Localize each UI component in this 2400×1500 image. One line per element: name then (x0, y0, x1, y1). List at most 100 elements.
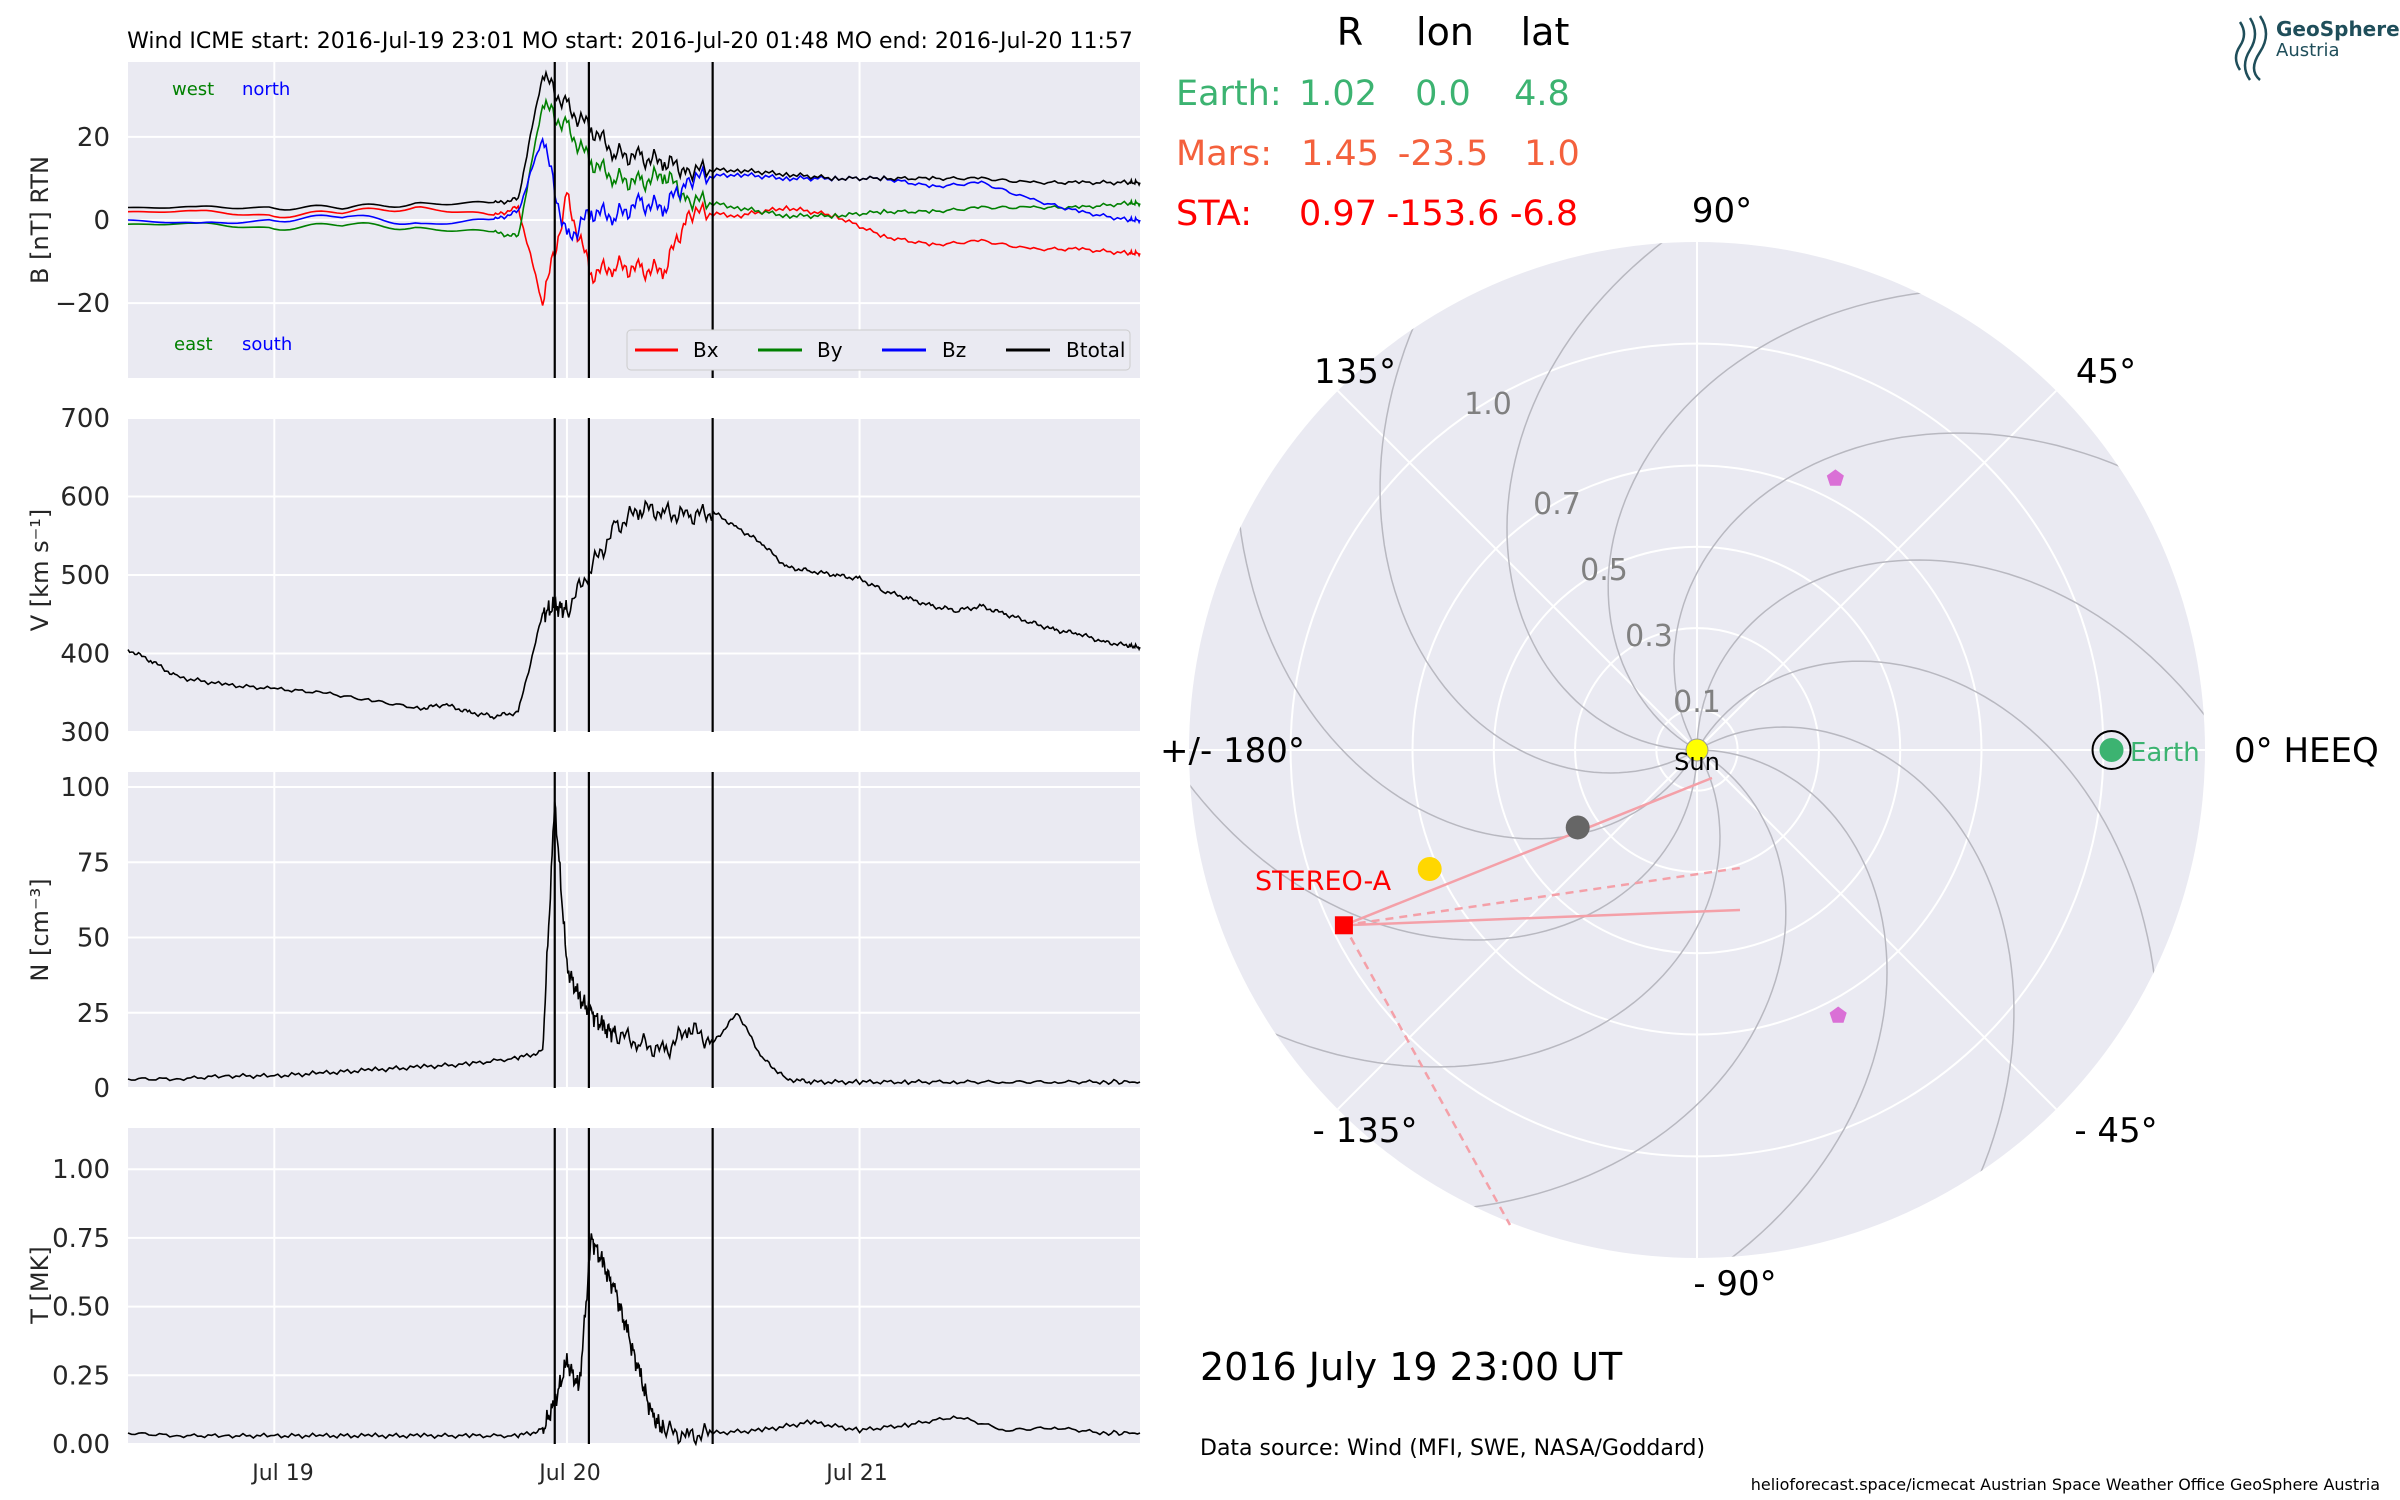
col-lat: lat (1521, 10, 1570, 54)
spacecraft-marker-6 (1829, 1006, 1847, 1023)
stereo-a-field-line (1343, 866, 1741, 927)
series-line-n (127, 801, 1141, 1086)
b-ylabel: B [nT] RTN (26, 156, 54, 284)
polar-spoke (1337, 390, 1698, 751)
earth-row-r: 1.02 (1299, 74, 1377, 114)
sta-row-r: 0.97 (1299, 194, 1377, 234)
geosphere-logo: GeoSphere Austria (2234, 15, 2400, 81)
r-label-0-5: 0.5 (1580, 553, 1628, 588)
col-r: R (1337, 10, 1363, 54)
stereo-a-label: STEREO-A (1255, 866, 1392, 897)
velocity-panel: 700 600 500 400 300 (60, 404, 1141, 748)
y-tick-label: 25 (77, 999, 110, 1029)
polar-spoke (1696, 749, 2057, 1110)
parker-spiral-line (1696, 726, 2015, 1232)
earth-row-label: Earth: (1176, 74, 1282, 114)
north-label: north (242, 79, 290, 100)
positions-table: R lon lat Earth: 1.02 0.0 4.8 Mars: 1.45… (1176, 10, 1580, 234)
credits: helioforecast.space/icmecat Austrian Spa… (1751, 1475, 2380, 1494)
y-tick-label: 75 (77, 848, 110, 878)
density-panel: 100 75 50 25 0 (60, 772, 1141, 1104)
angle-label-180: +/- 180° (1160, 731, 1305, 771)
r-label-0-1: 0.1 (1673, 685, 1721, 720)
data-source: Data source: Wind (MFI, SWE, NASA/Goddar… (1200, 1436, 1705, 1461)
parker-spiral-line (1379, 268, 1698, 774)
temperature-panel: 1.00 0.75 0.50 0.25 0.00 (52, 1128, 1141, 1460)
y-tick-label: 400 (60, 640, 110, 670)
legend-btotal: Btotal (1066, 338, 1125, 362)
y-tick-label: 100 (60, 773, 110, 803)
south-label: south (242, 334, 292, 355)
polar-spoke (1337, 749, 1698, 1110)
mars-row-lon: -23.5 (1398, 134, 1489, 174)
r-label-0-7: 0.7 (1533, 487, 1581, 522)
y-tick-label: 0.00 (52, 1430, 110, 1460)
xtick-jul19: Jul 19 (250, 1461, 314, 1486)
parker-spiral-line (1673, 432, 2179, 751)
logo-sub: Austria (2276, 40, 2340, 61)
plot-title: Wind ICME start: 2016-Jul-19 23:01 MO st… (127, 29, 1133, 54)
y-tick-label: 500 (60, 561, 110, 591)
t-ylabel: T [MK] (26, 1246, 54, 1324)
series-line-bz (127, 136, 1141, 242)
logo-name: GeoSphere (2276, 17, 2400, 41)
y-tick-label: 600 (60, 483, 110, 513)
xtick-jul20: Jul 20 (537, 1461, 601, 1486)
series-line-bx (127, 191, 1141, 306)
y-tick-label: 300 (60, 718, 110, 748)
b-field-panel: 20 0 −20 (55, 62, 1141, 378)
mars-row-lat: 1.0 (1524, 134, 1580, 174)
parker-spiral-line (1189, 729, 1698, 941)
earth-label: Earth (2130, 738, 2200, 768)
earth-row-lon: 0.0 (1415, 74, 1471, 114)
stereo-a-field-line (1343, 908, 1741, 927)
spacecraft-marker-5 (1826, 469, 1844, 486)
b-legend: Bx By Bz Btotal (626, 329, 1131, 371)
parker-spiral-line (1607, 288, 1987, 751)
y-tick-label: −20 (55, 289, 110, 319)
polar-spoke (1696, 390, 2057, 751)
east-label: east (174, 334, 213, 355)
earth-ring (2091, 730, 2132, 770)
angle-label-90: 90° (1692, 191, 1752, 231)
mars-row-label: Mars: (1176, 134, 1272, 174)
panel-background (128, 772, 1140, 1088)
y-tick-label: 50 (77, 924, 110, 954)
sun-marker (1685, 738, 1709, 762)
angle-label-0: 0° HEEQ (2234, 731, 2379, 771)
y-tick-label: 0.75 (52, 1224, 110, 1254)
v-ylabel: V [km s⁻¹] (26, 509, 54, 631)
date-label: 2016 July 19 23:00 UT (1200, 1345, 1623, 1389)
parker-spirals (1189, 242, 2205, 1258)
parker-spiral-line (1676, 749, 1888, 1258)
planet-marker-4 (1565, 815, 1590, 840)
angle-label-m135: - 135° (1313, 1111, 1418, 1151)
geosphere-logo-icon (2234, 15, 2268, 81)
series-line-v (127, 499, 1141, 720)
series-line-by (127, 97, 1141, 238)
parker-spiral-line (1407, 749, 1787, 1212)
sta-row-label: STA: (1176, 194, 1252, 234)
col-lon: lon (1416, 10, 1474, 54)
parker-spiral-line (1696, 660, 2159, 1040)
xtick-jul21: Jul 21 (824, 1461, 888, 1486)
stereo-a-field-line (1342, 924, 1512, 1226)
sta-row-lon: -153.6 (1387, 194, 1500, 234)
panel-background (128, 1128, 1140, 1444)
legend-by: By (817, 338, 843, 362)
west-label: west (172, 79, 214, 100)
angle-label-135: 135° (1314, 352, 1396, 392)
parker-spiral-line (1235, 460, 1698, 840)
legend-bz: Bz (942, 338, 966, 362)
sta-row-lat: -6.8 (1510, 194, 1578, 234)
mars-row-r: 1.45 (1301, 134, 1379, 174)
polar-plot (1189, 242, 2205, 1258)
earth-marker (2099, 738, 2124, 762)
n-ylabel: N [cm⁻³] (26, 878, 54, 981)
series-line-btotal (127, 69, 1141, 211)
y-tick-label: 0 (93, 1074, 110, 1104)
stereo-a-marker (1334, 916, 1353, 935)
angle-label-m45: - 45° (2074, 1111, 2157, 1151)
y-tick-label: 1.00 (52, 1155, 110, 1185)
earth-row-lat: 4.8 (1514, 74, 1570, 114)
